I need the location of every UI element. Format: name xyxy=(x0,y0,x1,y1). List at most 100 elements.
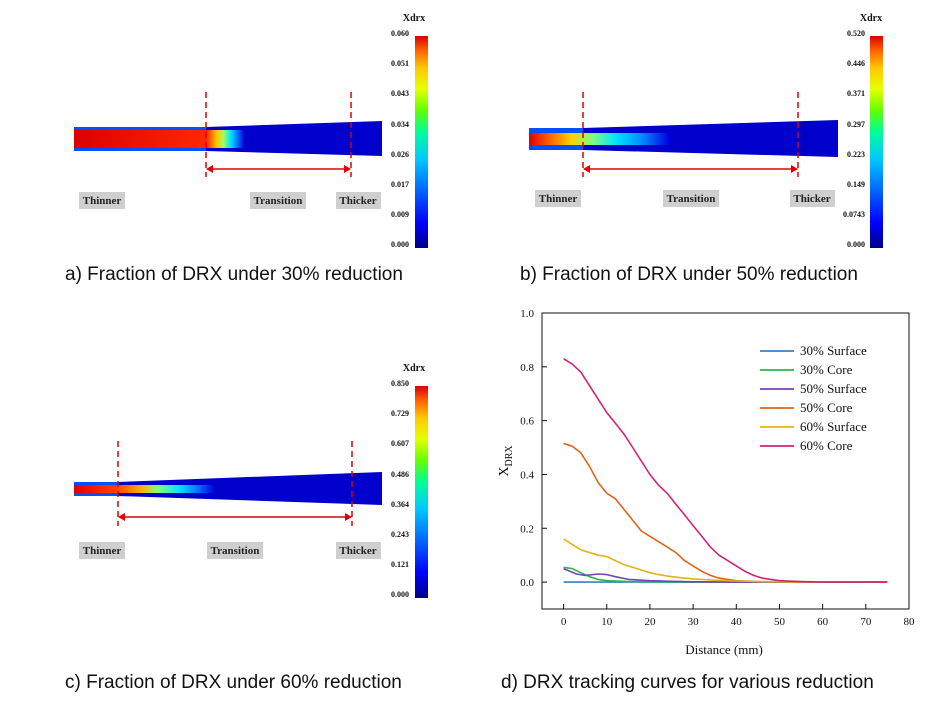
panel-b-thicker-label: Thicker xyxy=(793,193,830,205)
chart-axes: 0 10 20 30 40 50 60 70 80 0.0 0.2 0.4 0.6 0.8 1.0 xyxy=(520,308,915,628)
panel-c-plate xyxy=(74,472,382,505)
panel-a-tick: 0.026 xyxy=(391,150,409,159)
panel-a-tick: 0.060 xyxy=(391,29,409,38)
panel-b-tick: 0.223 xyxy=(847,150,865,159)
legend-label: 50% Surface xyxy=(800,381,867,396)
panel-a-thicker-label: Thicker xyxy=(339,195,376,207)
panel-b-transition-label: Transition xyxy=(667,193,716,205)
panel-c-colorbar: Xdrx 0.850 0.729 0.607 0.486 0.364 0.243… xyxy=(391,363,428,599)
x-tick-label: 20 xyxy=(644,616,656,628)
panel-c-tick: 0.486 xyxy=(391,470,409,479)
panel-b-contour: Thinner Transition Thicker xyxy=(529,92,838,207)
panel-b-tick: 0.149 xyxy=(847,180,865,189)
y-tick-label: 0.6 xyxy=(520,416,534,428)
chart-series-lines xyxy=(563,358,888,583)
panel-a-transition-bg xyxy=(250,192,306,209)
chart-frame xyxy=(541,312,910,610)
panel-b-colorbar: Xdrx 0.520 0.446 0.371 0.297 0.223 0.149… xyxy=(843,13,883,249)
panel-c-arrow-head-left xyxy=(118,513,125,521)
panel-b-tick: 0.0743 xyxy=(843,210,865,219)
chart-y-axis-label: XDRX xyxy=(497,445,515,477)
panel-c-caption: c) Fraction of DRX under 60% reduction xyxy=(65,672,402,693)
y-tick-label: 0.0 xyxy=(520,577,534,589)
legend-label: 60% Core xyxy=(800,438,853,453)
panel-c-legend-title: Xdrx xyxy=(403,363,425,374)
panel-c-tick: 0.243 xyxy=(391,530,409,539)
panel-c-drx-core xyxy=(74,485,214,493)
panel-a-drx-core xyxy=(74,130,244,148)
legend-label: 50% Core xyxy=(800,400,853,415)
y-tick-label: 1.0 xyxy=(520,308,534,320)
legend-label: 30% Core xyxy=(800,362,853,377)
panel-c-arrow-head-right xyxy=(345,513,352,521)
panel-a-colorbar-scale xyxy=(415,36,428,248)
panel-a-tick: 0.000 xyxy=(391,240,409,249)
x-tick-label: 50 xyxy=(774,616,786,628)
panel-a-tick: 0.051 xyxy=(391,59,409,68)
panel-c-tick: 0.729 xyxy=(391,409,409,418)
panel-a-arrow-head-right xyxy=(344,165,351,173)
panel-a-tick: 0.017 xyxy=(391,180,409,189)
panel-b-transition-bg xyxy=(663,190,719,207)
panel-b-drx-core xyxy=(529,133,669,145)
panel-b-colorbar-scale xyxy=(870,36,883,248)
panel-b-caption: b) Fraction of DRX under 50% reduction xyxy=(520,264,858,285)
panel-d-caption: d) DRX tracking curves for various reduc… xyxy=(501,672,874,693)
panel-b-plate xyxy=(529,120,838,157)
panel-c-tick: 0.364 xyxy=(391,500,409,509)
panel-c-contour: Thinner Transition Thicker xyxy=(74,441,382,559)
panel-c-tick: 0.607 xyxy=(391,439,409,448)
drx-line-chart: 0 10 20 30 40 50 60 70 80 0.0 0.2 0.4 0.6 0.8 1.0 30% … xyxy=(497,308,915,657)
panel-c-tick: 0.000 xyxy=(391,590,409,599)
x-tick-label: 30 xyxy=(688,616,700,628)
panel-b-tick: 0.520 xyxy=(847,29,865,38)
panel-a-tick: 0.043 xyxy=(391,89,409,98)
legend-label: 30% Surface xyxy=(800,343,867,358)
panel-c-thicker-label: Thicker xyxy=(339,545,376,557)
panel-b-tick: 0.446 xyxy=(847,59,865,68)
x-tick-label: 40 xyxy=(731,616,743,628)
panel-b-legend-title: Xdrx xyxy=(860,13,882,24)
x-tick-label: 60 xyxy=(817,616,829,628)
chart-x-axis-label: Distance (mm) xyxy=(685,642,763,657)
panel-a-legend-title: Xdrx xyxy=(403,13,425,24)
panel-a-contour: Thinner Transition Thicker xyxy=(74,92,382,209)
y-tick-label: 0.4 xyxy=(520,469,534,481)
y-tick-label: 0.2 xyxy=(520,523,534,535)
x-tick-label: 0 xyxy=(561,616,567,628)
panel-b-tick: 0.000 xyxy=(847,240,865,249)
panel-c-thinner-label: Thinner xyxy=(83,545,122,557)
series-line-60-core xyxy=(563,358,888,583)
x-tick-label: 10 xyxy=(601,616,613,628)
panel-a-arrow-head-left xyxy=(206,165,213,173)
panel-c-colorbar-scale xyxy=(415,386,428,598)
panel-a-thinner-bg xyxy=(79,192,125,209)
panel-b-thinner-label: Thinner xyxy=(539,193,578,205)
panel-b-tick: 0.371 xyxy=(847,89,865,98)
panel-a-thicker-bg xyxy=(336,192,381,209)
panel-c-transition-bg xyxy=(207,542,263,559)
panel-c-thinner-bg xyxy=(79,542,125,559)
chart-y-axis-label-sub: DRX xyxy=(504,445,515,467)
panel-a-tick: 0.034 xyxy=(391,120,409,129)
panel-a-tick: 0.009 xyxy=(391,210,409,219)
legend-label: 60% Surface xyxy=(800,419,867,434)
series-line-50-core xyxy=(563,442,888,583)
panel-b-tick: 0.297 xyxy=(847,120,865,129)
panel-b-arrow-head-right xyxy=(791,165,798,173)
panel-c-tick: 0.850 xyxy=(391,379,409,388)
panel-a-colorbar: Xdrx 0.060 0.051 0.043 0.034 0.026 0.017… xyxy=(391,13,428,249)
panel-c-tick: 0.121 xyxy=(391,560,409,569)
panel-b-arrow-head-left xyxy=(583,165,590,173)
x-tick-label: 70 xyxy=(860,616,872,628)
panel-b-thicker-bg xyxy=(790,190,835,207)
panel-a-thinner-label: Thinner xyxy=(83,195,122,207)
panel-a-transition-label: Transition xyxy=(254,195,303,207)
y-tick-label: 0.8 xyxy=(520,362,534,374)
panel-b-thinner-bg xyxy=(535,190,581,207)
panel-c-thicker-bg xyxy=(336,542,381,559)
series-line-60-surface xyxy=(563,538,888,583)
chart-y-axis-label-main: X xyxy=(497,467,512,477)
series-line-50-surface xyxy=(563,567,888,583)
